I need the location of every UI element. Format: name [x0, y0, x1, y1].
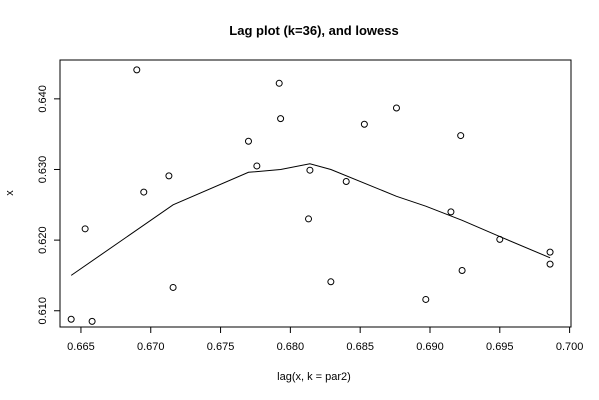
y-tick-label: 0.620 — [37, 226, 49, 254]
data-point — [165, 172, 173, 180]
plot-frame — [59, 59, 572, 328]
data-point — [67, 315, 75, 323]
data-point — [546, 260, 554, 268]
data-point — [496, 235, 504, 243]
x-tick-label: 0.685 — [346, 341, 374, 353]
data-point — [360, 120, 368, 128]
data-point — [81, 225, 89, 233]
data-point — [327, 278, 335, 286]
data-point — [277, 115, 285, 123]
scatter-points — [67, 66, 554, 325]
data-point — [306, 166, 314, 174]
y-axis: 0.610 0.620 0.630 0.640 — [37, 85, 61, 325]
data-point — [244, 137, 252, 145]
x-tick-label: 0.700 — [556, 341, 584, 353]
data-point — [88, 317, 96, 325]
data-point — [392, 104, 400, 112]
data-point — [275, 79, 283, 87]
data-point — [342, 177, 350, 185]
x-axis-label: lag(x, k = par2) — [277, 371, 351, 383]
data-point — [458, 266, 466, 274]
data-point — [169, 283, 177, 291]
data-point — [305, 215, 313, 223]
data-point — [422, 295, 430, 303]
x-tick-label: 0.690 — [416, 341, 444, 353]
chart-title: Lag plot (k=36), and lowess — [229, 23, 398, 38]
x-axis: 0.665 0.670 0.675 0.680 0.685 0.690 0.695 0.700 — [67, 326, 584, 353]
x-tick-label: 0.675 — [207, 341, 235, 353]
data-point — [546, 248, 554, 256]
data-point — [140, 188, 148, 196]
x-tick-label: 0.680 — [277, 341, 305, 353]
y-tick-label: 0.630 — [37, 156, 49, 184]
x-tick-label: 0.665 — [67, 341, 95, 353]
y-tick-label: 0.610 — [37, 297, 49, 325]
data-point — [457, 132, 465, 140]
y-axis-label: x — [4, 190, 16, 196]
data-point — [133, 66, 141, 74]
data-point — [447, 208, 455, 216]
x-tick-label: 0.695 — [486, 341, 514, 353]
data-point — [253, 162, 261, 170]
x-tick-label: 0.670 — [137, 341, 165, 353]
y-tick-label: 0.640 — [37, 85, 49, 113]
lowess-line — [70, 163, 551, 276]
